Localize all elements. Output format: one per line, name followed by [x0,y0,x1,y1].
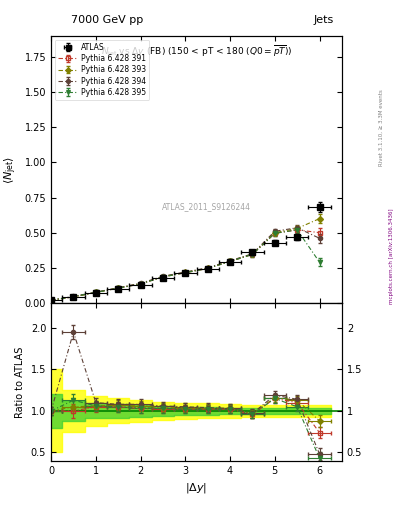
Text: mcplots.cern.ch [arXiv:1306.3436]: mcplots.cern.ch [arXiv:1306.3436] [389,208,393,304]
Text: $N_\mathrm{jet}$ vs $\Delta y$ (FB) (150 < pT < 180 ($Q0 = \overline{pT}$)): $N_\mathrm{jet}$ vs $\Delta y$ (FB) (150… [101,44,292,59]
Text: ATLAS_2011_S9126244: ATLAS_2011_S9126244 [162,202,251,211]
X-axis label: $|\Delta y|$: $|\Delta y|$ [185,481,208,495]
Y-axis label: Ratio to ATLAS: Ratio to ATLAS [15,346,25,418]
Legend: ATLAS, Pythia 6.428 391, Pythia 6.428 393, Pythia 6.428 394, Pythia 6.428 395: ATLAS, Pythia 6.428 391, Pythia 6.428 39… [55,39,149,100]
Text: 7000 GeV pp: 7000 GeV pp [71,15,143,25]
Text: Rivet 3.1.10, ≥ 3.3M events: Rivet 3.1.10, ≥ 3.3M events [379,90,384,166]
Text: Jets: Jets [314,15,334,25]
Y-axis label: $\langle N_\mathrm{jet} \rangle$: $\langle N_\mathrm{jet} \rangle$ [3,155,19,184]
